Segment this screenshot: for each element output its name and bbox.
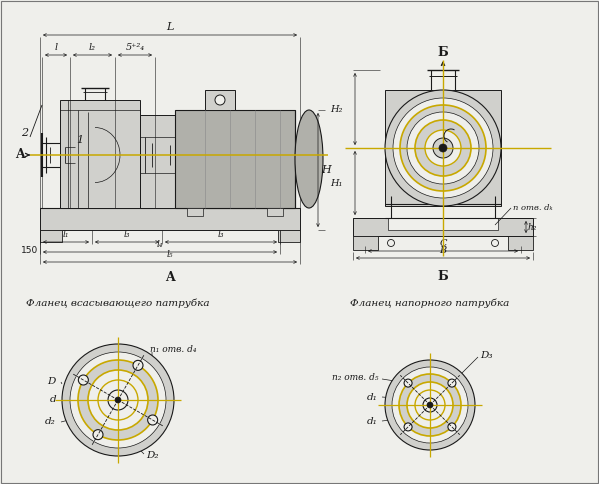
Bar: [508, 236, 533, 250]
Text: n отв. dₖ: n отв. dₖ: [513, 204, 552, 212]
Bar: [278, 230, 300, 242]
Ellipse shape: [295, 110, 323, 208]
Text: D₃: D₃: [480, 350, 492, 360]
Text: d₂: d₂: [46, 418, 56, 426]
Polygon shape: [205, 90, 235, 110]
Text: L: L: [167, 22, 174, 32]
Text: H₂: H₂: [331, 105, 343, 114]
Circle shape: [415, 120, 471, 176]
Bar: [353, 236, 378, 250]
Bar: [40, 208, 300, 230]
Circle shape: [88, 370, 148, 430]
Circle shape: [427, 402, 433, 408]
Polygon shape: [385, 90, 501, 206]
Text: H₁: H₁: [331, 179, 343, 187]
Text: H: H: [321, 165, 331, 175]
Circle shape: [215, 95, 225, 105]
Text: Б: Б: [438, 45, 449, 59]
Text: C: C: [439, 239, 447, 248]
Text: l₄: l₄: [157, 240, 164, 249]
Text: l₃: l₃: [124, 230, 130, 239]
Polygon shape: [140, 115, 175, 208]
Circle shape: [448, 379, 456, 387]
Text: 2: 2: [22, 128, 29, 138]
Circle shape: [93, 430, 103, 439]
Circle shape: [78, 375, 89, 385]
Text: n₁ отв. d₄: n₁ отв. d₄: [150, 346, 196, 354]
Circle shape: [399, 374, 461, 436]
Circle shape: [407, 382, 453, 428]
Circle shape: [448, 423, 456, 431]
Text: l₅: l₅: [167, 250, 173, 259]
Circle shape: [108, 390, 128, 410]
Polygon shape: [60, 100, 140, 208]
Circle shape: [115, 397, 121, 403]
Circle shape: [404, 379, 412, 387]
Text: d: d: [49, 395, 56, 405]
Circle shape: [147, 415, 158, 425]
Text: 150: 150: [21, 246, 38, 255]
Text: Фланец напорного патрубка: Фланец напорного патрубка: [350, 298, 510, 308]
Circle shape: [393, 98, 493, 198]
Circle shape: [400, 105, 486, 191]
Text: Фланец всасывающего патрубка: Фланец всасывающего патрубка: [26, 298, 210, 308]
Text: l₃: l₃: [218, 230, 224, 239]
Circle shape: [433, 138, 453, 158]
Text: 1: 1: [77, 135, 84, 145]
Circle shape: [492, 240, 498, 246]
Circle shape: [407, 112, 479, 184]
Text: D₂: D₂: [146, 451, 159, 459]
Bar: [388, 218, 498, 230]
Text: B: B: [440, 246, 447, 255]
Circle shape: [388, 240, 395, 246]
Circle shape: [385, 360, 475, 450]
Polygon shape: [187, 208, 203, 216]
Circle shape: [439, 144, 447, 152]
Text: l: l: [55, 43, 58, 52]
Polygon shape: [175, 110, 295, 208]
Bar: [353, 218, 533, 236]
Polygon shape: [267, 208, 283, 216]
Text: l₂: l₂: [89, 43, 96, 52]
Circle shape: [62, 344, 174, 456]
Text: D: D: [48, 378, 56, 387]
Circle shape: [70, 352, 166, 448]
Bar: [40, 230, 62, 242]
Text: Б: Б: [438, 270, 449, 283]
Text: d₁: d₁: [367, 417, 378, 425]
Text: d₁: d₁: [367, 393, 378, 402]
Circle shape: [385, 90, 501, 206]
Circle shape: [415, 390, 445, 420]
Circle shape: [78, 360, 158, 440]
Text: l₁: l₁: [63, 230, 69, 239]
Circle shape: [404, 423, 412, 431]
Circle shape: [98, 380, 138, 420]
Text: n₂ отв. d₅: n₂ отв. d₅: [331, 373, 378, 381]
Circle shape: [423, 398, 437, 412]
Text: A: A: [165, 271, 175, 284]
Circle shape: [133, 361, 143, 370]
Circle shape: [425, 130, 461, 166]
Text: h₂: h₂: [528, 223, 537, 231]
Text: 5⁺²₄: 5⁺²₄: [125, 43, 144, 52]
Text: A: A: [15, 149, 25, 162]
Circle shape: [392, 367, 468, 443]
